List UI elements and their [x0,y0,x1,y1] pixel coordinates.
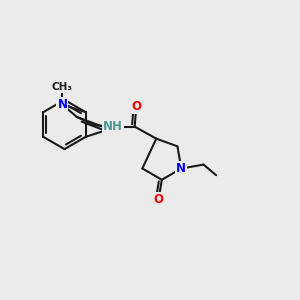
Text: CH₃: CH₃ [52,82,73,92]
Text: N: N [176,162,186,175]
Text: N: N [57,98,68,111]
Text: NH: NH [103,120,123,133]
Text: O: O [154,193,164,206]
Text: N: N [104,123,114,136]
Text: O: O [131,100,141,113]
